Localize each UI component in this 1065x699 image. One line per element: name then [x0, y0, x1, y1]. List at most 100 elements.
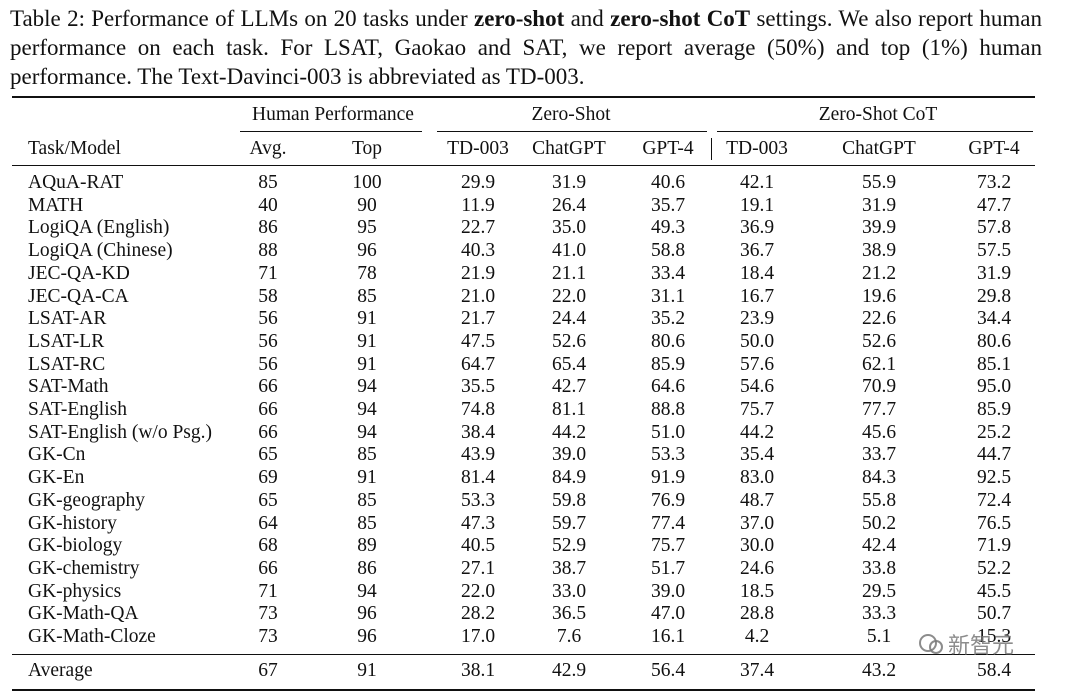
cell: 52.9 — [551, 535, 587, 557]
cell: 70.9 — [861, 376, 897, 398]
cell: 95 — [357, 217, 377, 239]
cell: 56 — [258, 353, 278, 375]
group-header: Zero-Shot — [531, 104, 611, 125]
cell: 42.7 — [551, 376, 587, 398]
cell: 91 — [357, 660, 377, 681]
cell: 55.9 — [861, 172, 897, 193]
cell: 45.6 — [861, 421, 897, 443]
cell: 35.7 — [650, 194, 686, 216]
cell: 59.7 — [551, 512, 587, 534]
column-header: ChatGPT — [532, 138, 606, 159]
cell: 75.7 — [650, 535, 686, 557]
cell: 81.1 — [551, 399, 587, 420]
cell: 11.9 — [461, 194, 495, 216]
cell: 58.4 — [976, 660, 1012, 681]
cell: 85 — [258, 172, 278, 193]
cell: 58.8 — [650, 240, 686, 262]
cell: 29.5 — [861, 580, 897, 602]
caption: Table 2: Performance of LLMs on 20 tasks… — [10, 4, 1042, 91]
cell: 84.3 — [861, 467, 897, 489]
watermark-text: 新智元 — [948, 634, 1015, 659]
cell: 65 — [258, 444, 278, 466]
cell: 53.3 — [650, 444, 686, 466]
cell: 71 — [258, 580, 278, 602]
cell: 71.9 — [976, 535, 1012, 557]
caption-bold: zero-shot CoT — [610, 6, 751, 31]
cell: 84.9 — [551, 467, 587, 489]
cell: 56 — [258, 330, 278, 352]
cell: 65 — [258, 489, 278, 511]
cell: 91 — [357, 330, 377, 352]
cell: 42.4 — [861, 535, 897, 557]
row-label: LSAT-RC — [28, 353, 106, 375]
cell: 35.5 — [460, 376, 496, 398]
cell: 74.8 — [460, 399, 496, 420]
cell: 30.0 — [739, 535, 775, 557]
column-header: ChatGPT — [842, 138, 916, 159]
group-header: Human Performance — [252, 104, 414, 125]
cell: 38.7 — [551, 557, 587, 579]
column-header: GPT-4 — [968, 138, 1020, 159]
column-divider — [711, 138, 712, 160]
cell: 42.9 — [551, 660, 587, 681]
cell: 50.0 — [739, 330, 775, 352]
cell: 40.5 — [460, 535, 496, 557]
cell: 17.0 — [460, 626, 496, 647]
caption-bold: zero-shot — [473, 6, 565, 31]
row-label: SAT-English (w/o Psg.) — [28, 421, 213, 443]
row-label: GK-geography — [28, 489, 145, 511]
cell: 68 — [258, 535, 278, 557]
cell: 78 — [357, 262, 377, 284]
group-header: Zero-Shot CoT — [818, 104, 938, 125]
cell: 67 — [258, 660, 278, 681]
cell: 91.9 — [650, 467, 686, 489]
cell: 72.4 — [976, 489, 1012, 511]
cell: 33.7 — [861, 444, 897, 466]
group-rule — [240, 131, 422, 132]
cell: 37.0 — [739, 512, 775, 534]
cell: 43.2 — [861, 660, 897, 681]
cell: 16.1 — [650, 626, 686, 647]
row-label: SAT-English — [28, 399, 127, 420]
cell: 86 — [357, 557, 377, 579]
row-label: Average — [28, 660, 93, 681]
cell: 36.7 — [739, 240, 775, 262]
cell: 53.3 — [460, 489, 496, 511]
cell: 36.5 — [551, 603, 587, 625]
cell: 25.2 — [976, 421, 1012, 443]
cell: 66 — [258, 399, 278, 420]
cell: 35.0 — [551, 217, 587, 239]
cell: 88.8 — [650, 399, 686, 420]
cell: 73.2 — [976, 172, 1012, 193]
column-header: Top — [351, 138, 383, 159]
column-header: Task/Model — [28, 138, 121, 159]
row-label: AQuA-RAT — [28, 172, 124, 193]
caption-text: Table 2: Performance of LLMs on 20 tasks… — [10, 6, 474, 31]
cell: 52.6 — [551, 330, 587, 352]
cell: 51.0 — [650, 421, 686, 443]
cell: 91 — [357, 308, 377, 330]
cell: 66 — [258, 376, 278, 398]
cell: 21.7 — [460, 308, 496, 330]
cell: 29.9 — [460, 172, 496, 193]
cell: 85 — [357, 444, 377, 466]
cell: 76.5 — [976, 512, 1012, 534]
cell: 96 — [357, 626, 377, 647]
cell: 85.1 — [976, 353, 1012, 375]
cell: 94 — [357, 399, 377, 420]
cell: 52.2 — [976, 557, 1012, 579]
cell: 35.4 — [739, 444, 775, 466]
cell: 71 — [258, 262, 278, 284]
caption-text: and — [564, 6, 611, 31]
row-label: SAT-Math — [28, 376, 109, 398]
cell: 45.5 — [976, 580, 1012, 602]
row-label: GK-Math-Cloze — [28, 626, 156, 647]
watermark: 新智元 — [918, 628, 1014, 660]
cell: 94 — [357, 421, 377, 443]
row-label: GK-Cn — [28, 444, 86, 466]
cell: 28.8 — [739, 603, 775, 625]
cell: 57.6 — [739, 353, 775, 375]
cell: 26.4 — [551, 194, 587, 216]
cell: 83.0 — [739, 467, 775, 489]
